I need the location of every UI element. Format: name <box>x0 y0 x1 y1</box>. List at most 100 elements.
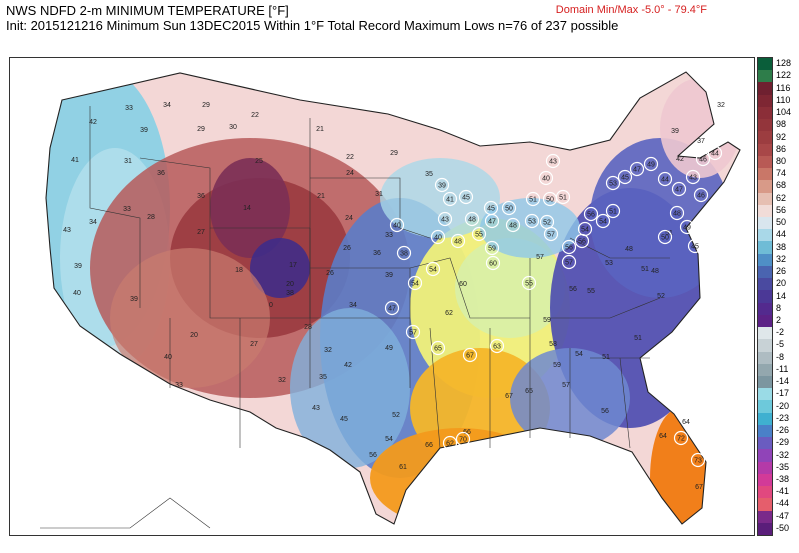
record-ring <box>450 233 466 249</box>
record-value: 53 <box>609 181 617 188</box>
record-ring <box>605 175 621 191</box>
record-ring <box>485 255 501 271</box>
colorbar-swatch <box>758 131 772 145</box>
record-value: 45 <box>462 195 470 202</box>
record-low-marker: 40 <box>389 217 405 233</box>
record-ring <box>561 239 577 255</box>
record-ring <box>685 169 701 185</box>
record-low-marker: 49 <box>679 219 695 235</box>
record-value: 65 <box>434 346 442 353</box>
colorbar-swatch <box>758 229 772 242</box>
record-value: 43 <box>441 217 449 224</box>
colorbar-tick-label: 92 <box>776 131 787 142</box>
station-temperature: 28 <box>304 324 312 331</box>
colorbar-swatch <box>758 388 772 401</box>
temperature-field <box>46 72 740 524</box>
station-temperature: 34 <box>89 219 97 226</box>
record-low-marker: 46 <box>695 151 711 167</box>
record-ring <box>521 275 537 291</box>
record-value: 47 <box>488 219 496 226</box>
colorbar-swatch <box>758 449 772 463</box>
record-low-marker: 54 <box>595 213 611 229</box>
station-temperature: 36 <box>197 193 205 200</box>
colorbar-tick-label: 32 <box>776 253 787 264</box>
record-value: 54 <box>599 219 607 226</box>
station-temperature: 40 <box>164 354 172 361</box>
record-low-marker: 59 <box>484 240 500 256</box>
record-ring <box>464 211 480 227</box>
record-ring <box>543 226 559 242</box>
colorbar-tick-label: 50 <box>776 217 787 228</box>
station-temperature: 39 <box>74 263 82 270</box>
station-temperature: 34 <box>163 102 171 109</box>
record-value: 41 <box>446 197 454 204</box>
colorbar-swatch <box>758 400 772 414</box>
colorbar-swatch <box>758 180 772 194</box>
record-low-marker: 70 <box>455 431 471 447</box>
colorbar-swatch <box>758 314 772 328</box>
station-temperature: 22 <box>251 112 259 119</box>
record-ring <box>425 261 441 277</box>
station-temperature: 66 <box>425 442 433 449</box>
record-ring <box>501 200 517 216</box>
record-low-marker: 67 <box>462 347 478 363</box>
colorbar-swatch <box>758 192 772 206</box>
colorbar-tick-label: -11 <box>776 363 789 374</box>
record-ring <box>396 245 412 261</box>
record-low-marker: 47 <box>629 161 645 177</box>
record-low-marker: 44 <box>657 171 673 187</box>
record-value: 53 <box>528 219 536 226</box>
record-value: 40 <box>542 176 550 183</box>
record-value: 54 <box>411 281 419 288</box>
record-ring <box>484 213 500 229</box>
record-value: 43 <box>689 175 697 182</box>
record-low-marker: 55 <box>471 226 487 242</box>
colorbar-tick-label: 122 <box>776 70 792 81</box>
record-value: 45 <box>487 206 495 213</box>
record-low-marker: 40 <box>430 229 446 245</box>
record-ring <box>442 191 458 207</box>
record-low-marker: 51 <box>555 189 571 205</box>
station-temperature: 56 <box>601 408 609 415</box>
record-ring <box>389 217 405 233</box>
station-temperature: 18 <box>235 267 243 274</box>
record-value: 48 <box>673 211 681 218</box>
us-outline <box>45 71 741 525</box>
station-temperature: 30 <box>229 124 237 131</box>
colorbar-tick-label: -32 <box>776 449 790 460</box>
record-ring <box>693 187 709 203</box>
colorbar-swatch <box>758 106 772 120</box>
record-low-marker: 38 <box>396 245 412 261</box>
record-ring <box>695 151 711 167</box>
record-value: 40 <box>393 223 401 230</box>
record-low-marker: 41 <box>442 191 458 207</box>
station-temperature: 64 <box>659 433 667 440</box>
station-temperature: 43 <box>312 405 320 412</box>
colorbar-tick-label: -44 <box>776 498 790 509</box>
record-ring <box>471 226 487 242</box>
record-low-marker: 50 <box>501 200 517 216</box>
station-temperature: 56 <box>369 452 377 459</box>
colorbar-swatch <box>758 290 772 304</box>
record-ring <box>458 189 474 205</box>
record-value: 44 <box>711 151 719 158</box>
station-temperature: 35 <box>319 374 327 381</box>
colorbar-swatch <box>758 94 772 108</box>
record-value: 46 <box>697 193 705 200</box>
station-temperature: 42 <box>89 119 97 126</box>
colorbar-tick-label: 116 <box>776 82 791 93</box>
colorbar-tick-label: -5 <box>776 339 785 350</box>
colorbar-tick-label: 38 <box>776 241 787 252</box>
record-value: 56 <box>587 212 595 219</box>
station-temperature: 26 <box>326 270 334 277</box>
colorbar-tick-label: -29 <box>776 437 790 448</box>
station-temperature: 31 <box>124 158 132 165</box>
colorbar-tick-label: -26 <box>776 425 790 436</box>
record-low-marker: 54 <box>407 275 423 291</box>
colorbar-swatch <box>758 70 772 83</box>
record-low-marker: 43 <box>545 153 561 169</box>
station-temperature: 29 <box>390 150 398 157</box>
colorbar-tick-label: -2 <box>776 327 785 338</box>
record-low-marker: 48 <box>464 211 480 227</box>
